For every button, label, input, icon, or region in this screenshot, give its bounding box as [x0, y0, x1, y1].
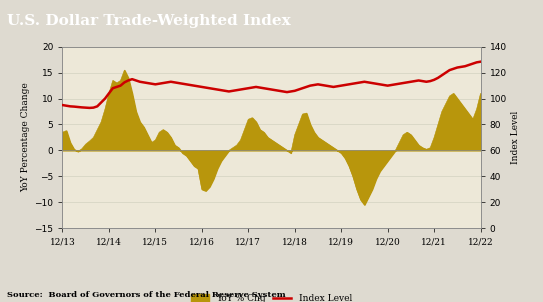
Y-axis label: Index Level: Index Level: [511, 111, 520, 164]
Legend: YoY % Chg, Index Level: YoY % Chg, Index Level: [187, 291, 356, 302]
Text: U.S. Dollar Trade-Weighted Index: U.S. Dollar Trade-Weighted Index: [7, 14, 291, 28]
Text: Source:  Board of Governors of the Federal Reserve System: Source: Board of Governors of the Federa…: [7, 291, 285, 299]
Y-axis label: YoY Percentage Change: YoY Percentage Change: [21, 82, 30, 192]
